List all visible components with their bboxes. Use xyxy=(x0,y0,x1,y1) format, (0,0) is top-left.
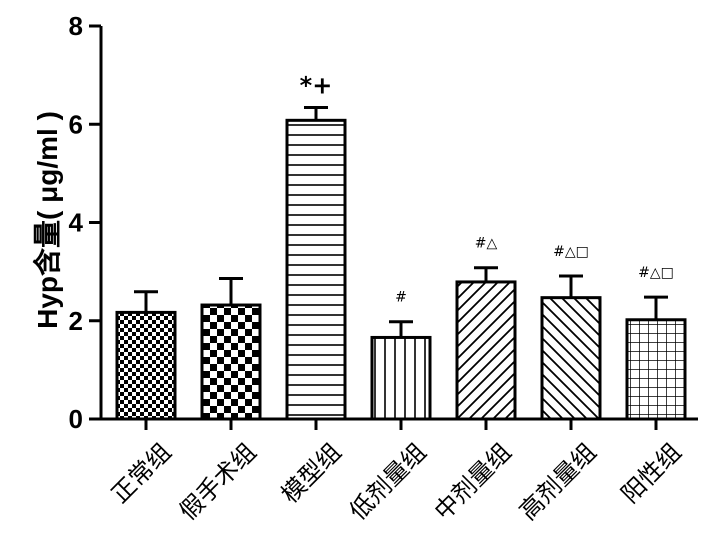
y-axis-label: Hyp含量( μg/ml ) xyxy=(31,111,63,329)
x-tick-label: 高剂量组 xyxy=(514,438,602,526)
bar-1 xyxy=(115,310,177,421)
x-tick-label: 假手术组 xyxy=(174,438,262,526)
y-tick-label: 2 xyxy=(69,306,83,336)
y-tick-label: 4 xyxy=(69,208,84,238)
y-tick-label: 6 xyxy=(69,109,83,139)
bar-5 xyxy=(455,280,517,421)
significance-label: #△□ xyxy=(553,244,589,260)
bars-group: *+ # #△ #△□ #△□ xyxy=(115,72,687,421)
x-tick-label: 正常组 xyxy=(106,438,177,509)
y-axis: 0 2 4 6 8 xyxy=(69,11,103,434)
significance-label: *+ xyxy=(300,72,333,100)
bar-2 xyxy=(200,303,262,421)
significance-label: # xyxy=(395,290,407,306)
x-tick-label: 阳性组 xyxy=(616,438,687,509)
x-tick-label: 模型组 xyxy=(276,438,347,509)
bar-6 xyxy=(540,296,602,421)
bar-4 xyxy=(370,335,432,421)
bar-7 xyxy=(625,318,687,421)
y-tick-label: 0 xyxy=(69,404,83,434)
x-tick-label: 低剂量组 xyxy=(344,438,432,526)
x-tick-label: 中剂量组 xyxy=(429,438,517,526)
y-tick-label: 8 xyxy=(69,11,83,41)
significance-label: #△ xyxy=(475,236,498,252)
bar-3 xyxy=(285,118,347,421)
significance-label: #△□ xyxy=(638,265,674,281)
